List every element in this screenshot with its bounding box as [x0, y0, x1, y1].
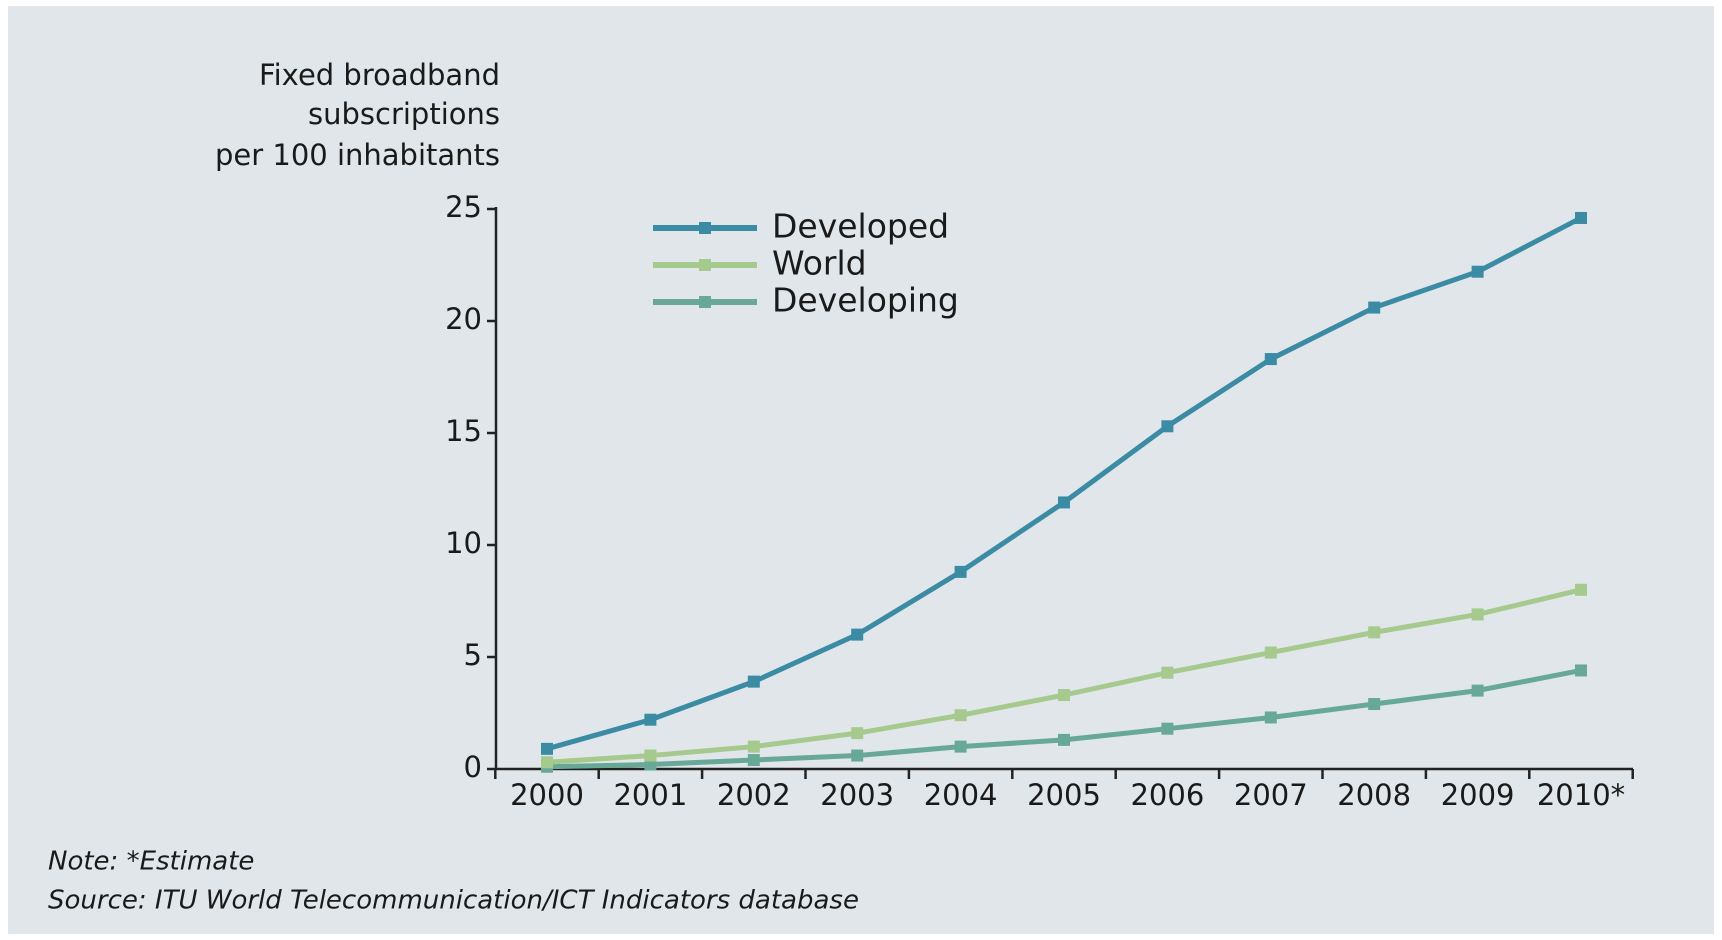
y-axis-label: per 100 inhabitants — [215, 138, 500, 172]
legend-marker — [699, 222, 711, 234]
point-marker — [1575, 583, 1587, 596]
point-marker — [954, 709, 967, 722]
point-marker — [1264, 711, 1277, 724]
legend-marker — [699, 259, 711, 271]
point-marker — [1575, 664, 1587, 677]
point-marker — [1368, 301, 1381, 314]
point-marker — [1368, 698, 1381, 711]
x-tick-label: 2001 — [613, 778, 687, 812]
legend-label: Developing — [772, 281, 959, 320]
point-marker — [851, 727, 864, 740]
note: Note: *Estimate — [48, 847, 254, 877]
y-tick-label: 5 — [464, 638, 482, 672]
x-tick-label: 2003 — [820, 778, 894, 812]
x-tick-label: 2010* — [1537, 778, 1625, 812]
y-tick-label: 25 — [445, 190, 482, 224]
point-marker — [851, 749, 864, 762]
source: Source: ITU World Telecommunication/ICT … — [48, 886, 859, 916]
y-tick-label: 0 — [464, 750, 482, 784]
y-tick-label: 20 — [445, 302, 482, 336]
point-marker — [1264, 646, 1277, 659]
legend-label: Developed — [772, 207, 949, 246]
point-marker — [851, 628, 864, 641]
point-marker — [1058, 689, 1070, 702]
x-tick-label: 2005 — [1027, 778, 1101, 812]
point-marker — [541, 756, 553, 769]
point-marker — [1264, 353, 1277, 366]
point-marker — [747, 740, 760, 753]
point-marker — [644, 749, 657, 762]
point-marker — [1471, 684, 1484, 697]
y-axis-label: subscriptions — [308, 97, 500, 131]
point-marker — [1161, 420, 1174, 433]
x-tick-label: 2004 — [924, 778, 998, 812]
legend-label: World — [772, 244, 867, 283]
x-tick-label: 2002 — [717, 778, 791, 812]
y-tick-label: 15 — [445, 414, 482, 448]
x-tick-label: 2009 — [1441, 778, 1515, 812]
point-marker — [954, 740, 967, 753]
x-tick-label: 2007 — [1234, 778, 1308, 812]
point-marker — [1161, 666, 1174, 679]
point-marker — [1058, 733, 1070, 746]
x-tick-label: 2008 — [1337, 778, 1411, 812]
point-marker — [1471, 265, 1484, 278]
y-tick-label: 10 — [445, 526, 482, 560]
legend-marker — [699, 296, 711, 308]
point-marker — [1575, 211, 1587, 224]
point-marker — [747, 754, 760, 767]
y-axis-label: Fixed broadband — [259, 58, 500, 92]
x-tick-label: 2000 — [510, 778, 584, 812]
point-marker — [1368, 626, 1381, 639]
background — [8, 6, 1714, 934]
point-marker — [1161, 722, 1174, 735]
point-marker — [1471, 608, 1484, 621]
point-marker — [644, 713, 657, 726]
point-marker — [954, 565, 967, 578]
point-marker — [1058, 496, 1070, 509]
point-marker — [541, 742, 553, 755]
x-tick-label: 2006 — [1130, 778, 1204, 812]
point-marker — [747, 675, 760, 688]
